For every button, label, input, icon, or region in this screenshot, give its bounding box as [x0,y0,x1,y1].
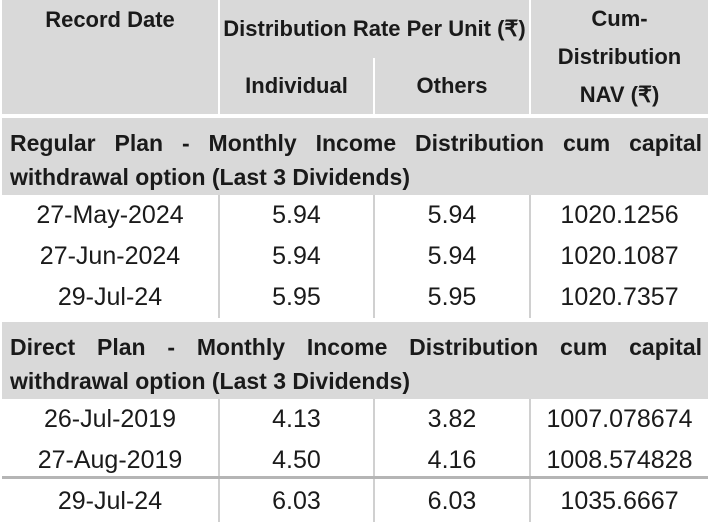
individual-rate-cell: 5.94 [219,195,375,236]
record-date-cell: 29-Jul-24 [2,277,220,318]
others-rate-cell: 5.94 [374,195,532,236]
nav-cell: 1035.6667 [560,487,679,515]
regular-plan-section: Regular Plan - Monthly Income Distributi… [2,114,709,318]
record-date-cell: 29-Jul-24 [2,481,220,522]
nav-cell: 1020.7357 [560,283,679,311]
nav-cell: 1008.574828 [546,446,693,474]
individual-rate-cell: 4.13 [219,399,375,440]
table-row: 26-Jul-2019 4.13 3.82 1007.078674 [2,399,708,440]
individual-header: Individual [219,58,375,114]
nav-cell: 1007.078674 [546,405,693,433]
direct-plan-section: Direct Plan - Monthly Income Distributio… [2,318,709,522]
others-header: Others [374,58,532,114]
direct-plan-title: Direct Plan - Monthly Income Distributio… [2,322,709,399]
table-row: 29-Jul-24 5.95 5.95 1020.7357 [2,277,708,318]
table-row: 29-Jul-24 6.03 6.03 1035.6667 [2,481,708,522]
record-date-cell: 27-Aug-2019 [2,440,220,481]
others-rate-cell: 6.03 [374,481,532,522]
others-rate-cell: 4.16 [374,440,532,481]
table-row: 27-May-2024 5.94 5.94 1020.1256 [2,195,708,236]
individual-rate-cell: 6.03 [219,481,375,522]
cum-distribution-header-line1: Cum-Distribution [557,6,682,69]
individual-rate-cell: 5.95 [219,277,375,318]
record-date-cell: 27-May-2024 [2,195,220,236]
table-bottom-rule [2,476,708,479]
others-rate-cell: 5.95 [374,277,532,318]
table-header: Record Date Distribution Rate Per Unit (… [2,0,709,114]
table-row: 27-Jun-2024 5.94 5.94 1020.1087 [2,236,708,277]
individual-rate-cell: 4.50 [219,440,375,481]
others-rate-cell: 3.82 [374,399,532,440]
nav-cell: 1020.1256 [560,201,679,229]
others-rate-cell: 5.94 [374,236,532,277]
table-row: 27-Aug-2019 4.50 4.16 1008.574828 [2,440,708,481]
regular-plan-title: Regular Plan - Monthly Income Distributi… [2,118,709,195]
record-date-cell: 27-Jun-2024 [2,236,220,277]
record-date-cell: 26-Jul-2019 [2,399,220,440]
cum-distribution-header-line2: NAV (₹) [579,82,660,107]
cum-distribution-nav-header: Cum-Distribution NAV (₹) [530,0,709,114]
nav-cell: 1020.1087 [560,242,679,270]
distribution-rate-header: Distribution Rate Per Unit (₹) [219,0,532,59]
record-date-header: Record Date [2,0,220,114]
individual-rate-cell: 5.94 [219,236,375,277]
